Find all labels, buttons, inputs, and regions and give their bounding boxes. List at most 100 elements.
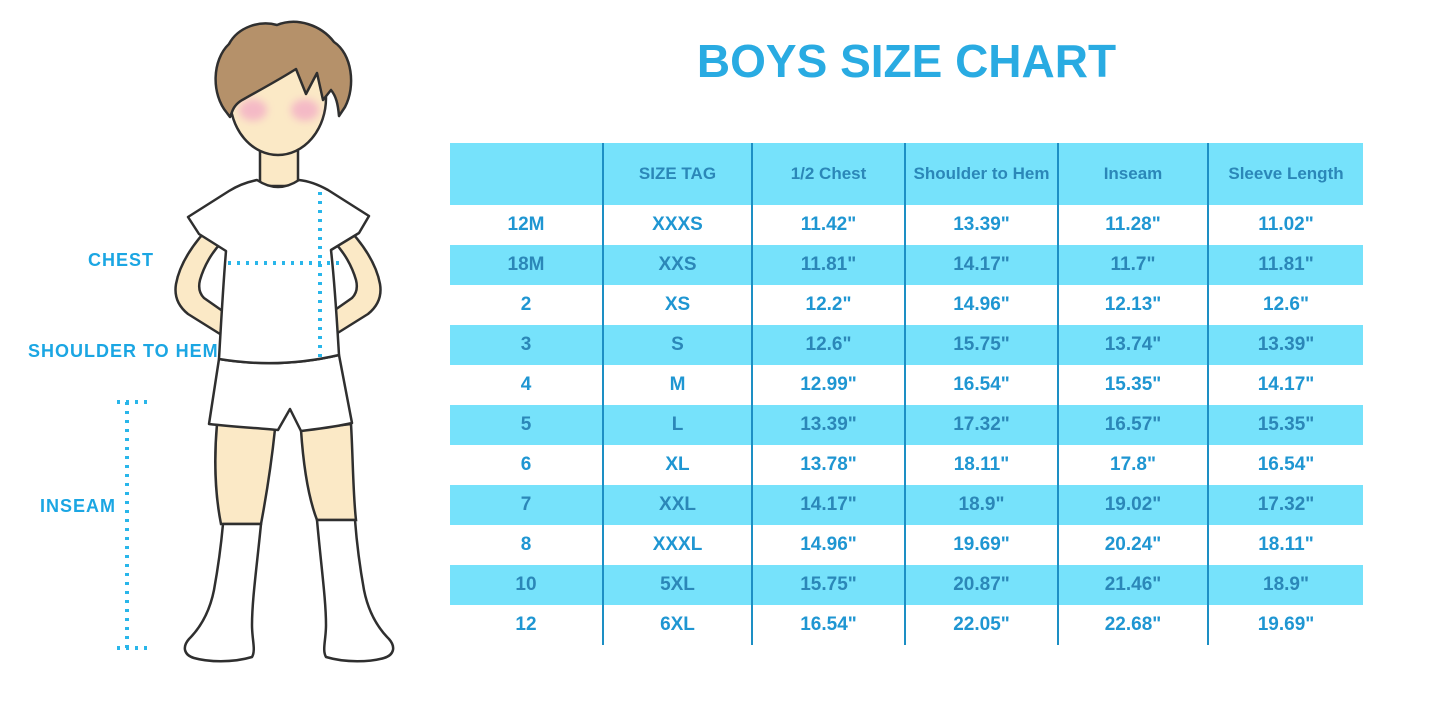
table-row: 4 M 12.99" 16.54" 15.35" 14.17": [450, 365, 1363, 405]
table-cell: 13.39": [751, 405, 905, 445]
table-cell: 18.11": [904, 445, 1058, 485]
table-cell: L: [602, 405, 752, 445]
table-cell: 11.81": [751, 245, 905, 285]
table-row: 8 XXXL 14.96" 19.69" 20.24" 18.11": [450, 525, 1363, 565]
table-cell: 11.28": [1057, 205, 1208, 245]
table-cell: 16.54": [904, 365, 1058, 405]
table-cell: 22.68": [1057, 605, 1208, 645]
boy-sock-left: [183, 522, 263, 663]
row-label: 5: [450, 405, 603, 445]
size-chart-table: SIZE TAG 1/2 Chest Shoulder to Hem Inseam Sl…: [450, 143, 1363, 645]
table-cell: 12.13": [1057, 285, 1208, 325]
table-cell: 13.39": [904, 205, 1058, 245]
chest-label: CHEST: [88, 250, 155, 270]
boy-arm-left: [174, 220, 246, 346]
table-cell: XXXL: [602, 525, 752, 565]
table-cell: 11.42": [751, 205, 905, 245]
column-header: SIZE TAG: [602, 143, 752, 205]
row-label: 7: [450, 485, 603, 525]
table-row: 10 5XL 15.75" 20.87" 21.46" 18.9": [450, 565, 1363, 605]
table-cell: 21.46": [1057, 565, 1208, 605]
table-cell: 14.96": [904, 285, 1058, 325]
inseam-label: INSEAM: [40, 496, 117, 516]
table-cell: 14.17": [904, 245, 1058, 285]
table-cell: 11.7": [1057, 245, 1208, 285]
table-row: 12 6XL 16.54" 22.05" 22.68" 19.69": [450, 605, 1363, 645]
table-row: 12M XXXS 11.42" 13.39" 11.28" 11.02": [450, 205, 1363, 245]
table-cell: 12.6": [1207, 285, 1363, 325]
table-cell: XXL: [602, 485, 752, 525]
table-cell: 13.74": [1057, 325, 1208, 365]
row-label: 18M: [450, 245, 603, 285]
table-cell: 12.2": [751, 285, 905, 325]
boy-face: [228, 39, 328, 157]
table-cell: 15.75": [904, 325, 1058, 365]
row-label: 10: [450, 565, 603, 605]
table-cell: 18.9": [904, 485, 1058, 525]
table-cell: 16.54": [1207, 445, 1363, 485]
table-cell: 17.32": [1207, 485, 1363, 525]
table-cell: XS: [602, 285, 752, 325]
table-body: 12M XXXS 11.42" 13.39" 11.28" 11.02" 18M XXS 11.…: [450, 205, 1363, 645]
table-cell: 13.78": [751, 445, 905, 485]
page-title: BOYS SIZE CHART: [696, 35, 1117, 87]
boy-shirt: [186, 178, 371, 365]
boy-leg-right: [299, 422, 358, 522]
row-label: 2: [450, 285, 603, 325]
size-table: SIZE TAG 1/2 Chest Shoulder to Hem Inseam Sl…: [450, 143, 1363, 645]
column-header: Inseam: [1057, 143, 1208, 205]
table-row: 7 XXL 14.17" 18.9" 19.02" 17.32": [450, 485, 1363, 525]
table-cell: 19.69": [1207, 605, 1363, 645]
table-cell: 15.35": [1207, 405, 1363, 445]
table-row: 18M XXS 11.81" 14.17" 11.7" 11.81": [450, 245, 1363, 285]
header-row: SIZE TAG 1/2 Chest Shoulder to Hem Inseam Sl…: [450, 143, 1363, 205]
table-cell: 19.69": [904, 525, 1058, 565]
column-header: Sleeve Length: [1207, 143, 1363, 205]
table-cell: 11.02": [1207, 205, 1363, 245]
table-cell: 16.54": [751, 605, 905, 645]
table-row: 2 XS 12.2" 14.96" 12.13" 12.6": [450, 285, 1363, 325]
table-cell: S: [602, 325, 752, 365]
column-header: 1/2 Chest: [751, 143, 905, 205]
row-label: 12: [450, 605, 603, 645]
row-label: 4: [450, 365, 603, 405]
row-label: 6: [450, 445, 603, 485]
boy-sock-right: [315, 518, 395, 663]
table-cell: 17.8": [1057, 445, 1208, 485]
table-cell: XXXS: [602, 205, 752, 245]
table-cell: 20.24": [1057, 525, 1208, 565]
table-cell: 13.39": [1207, 325, 1363, 365]
table-cell: 14.96": [751, 525, 905, 565]
table-cell: 12.6": [751, 325, 905, 365]
table-cell: M: [602, 365, 752, 405]
table-row: 5 L 13.39" 17.32" 16.57" 15.35": [450, 405, 1363, 445]
table-cell: 16.57": [1057, 405, 1208, 445]
table-cell: 14.17": [1207, 365, 1363, 405]
table-cell: 18.11": [1207, 525, 1363, 565]
table-row: 3 S 12.6" 15.75" 13.74" 13.39": [450, 325, 1363, 365]
table-cell: 19.02": [1057, 485, 1208, 525]
column-header: Shoulder to Hem: [904, 143, 1058, 205]
row-label: 12M: [450, 205, 603, 245]
table-cell: 15.35": [1057, 365, 1208, 405]
row-label: 3: [450, 325, 603, 365]
table-cell: 5XL: [602, 565, 752, 605]
table-cell: 17.32": [904, 405, 1058, 445]
column-header: [450, 143, 603, 205]
boy-cheek-right: [291, 99, 319, 121]
table-cell: 12.99": [751, 365, 905, 405]
boy-cheek-left: [239, 99, 267, 121]
boy-arm-right: [310, 220, 382, 346]
row-label: 8: [450, 525, 603, 565]
shoulder-to-hem-label: SHOULDER TO HEM: [28, 341, 219, 361]
boy-shorts: [207, 353, 354, 433]
table-cell: 6XL: [602, 605, 752, 645]
boy-leg-left: [214, 422, 277, 526]
table-cell: 22.05": [904, 605, 1058, 645]
table-cell: 15.75": [751, 565, 905, 605]
table-cell: 20.87": [904, 565, 1058, 605]
table-cell: 14.17": [751, 485, 905, 525]
boy-neck: [258, 118, 300, 188]
table-cell: 11.81": [1207, 245, 1363, 285]
